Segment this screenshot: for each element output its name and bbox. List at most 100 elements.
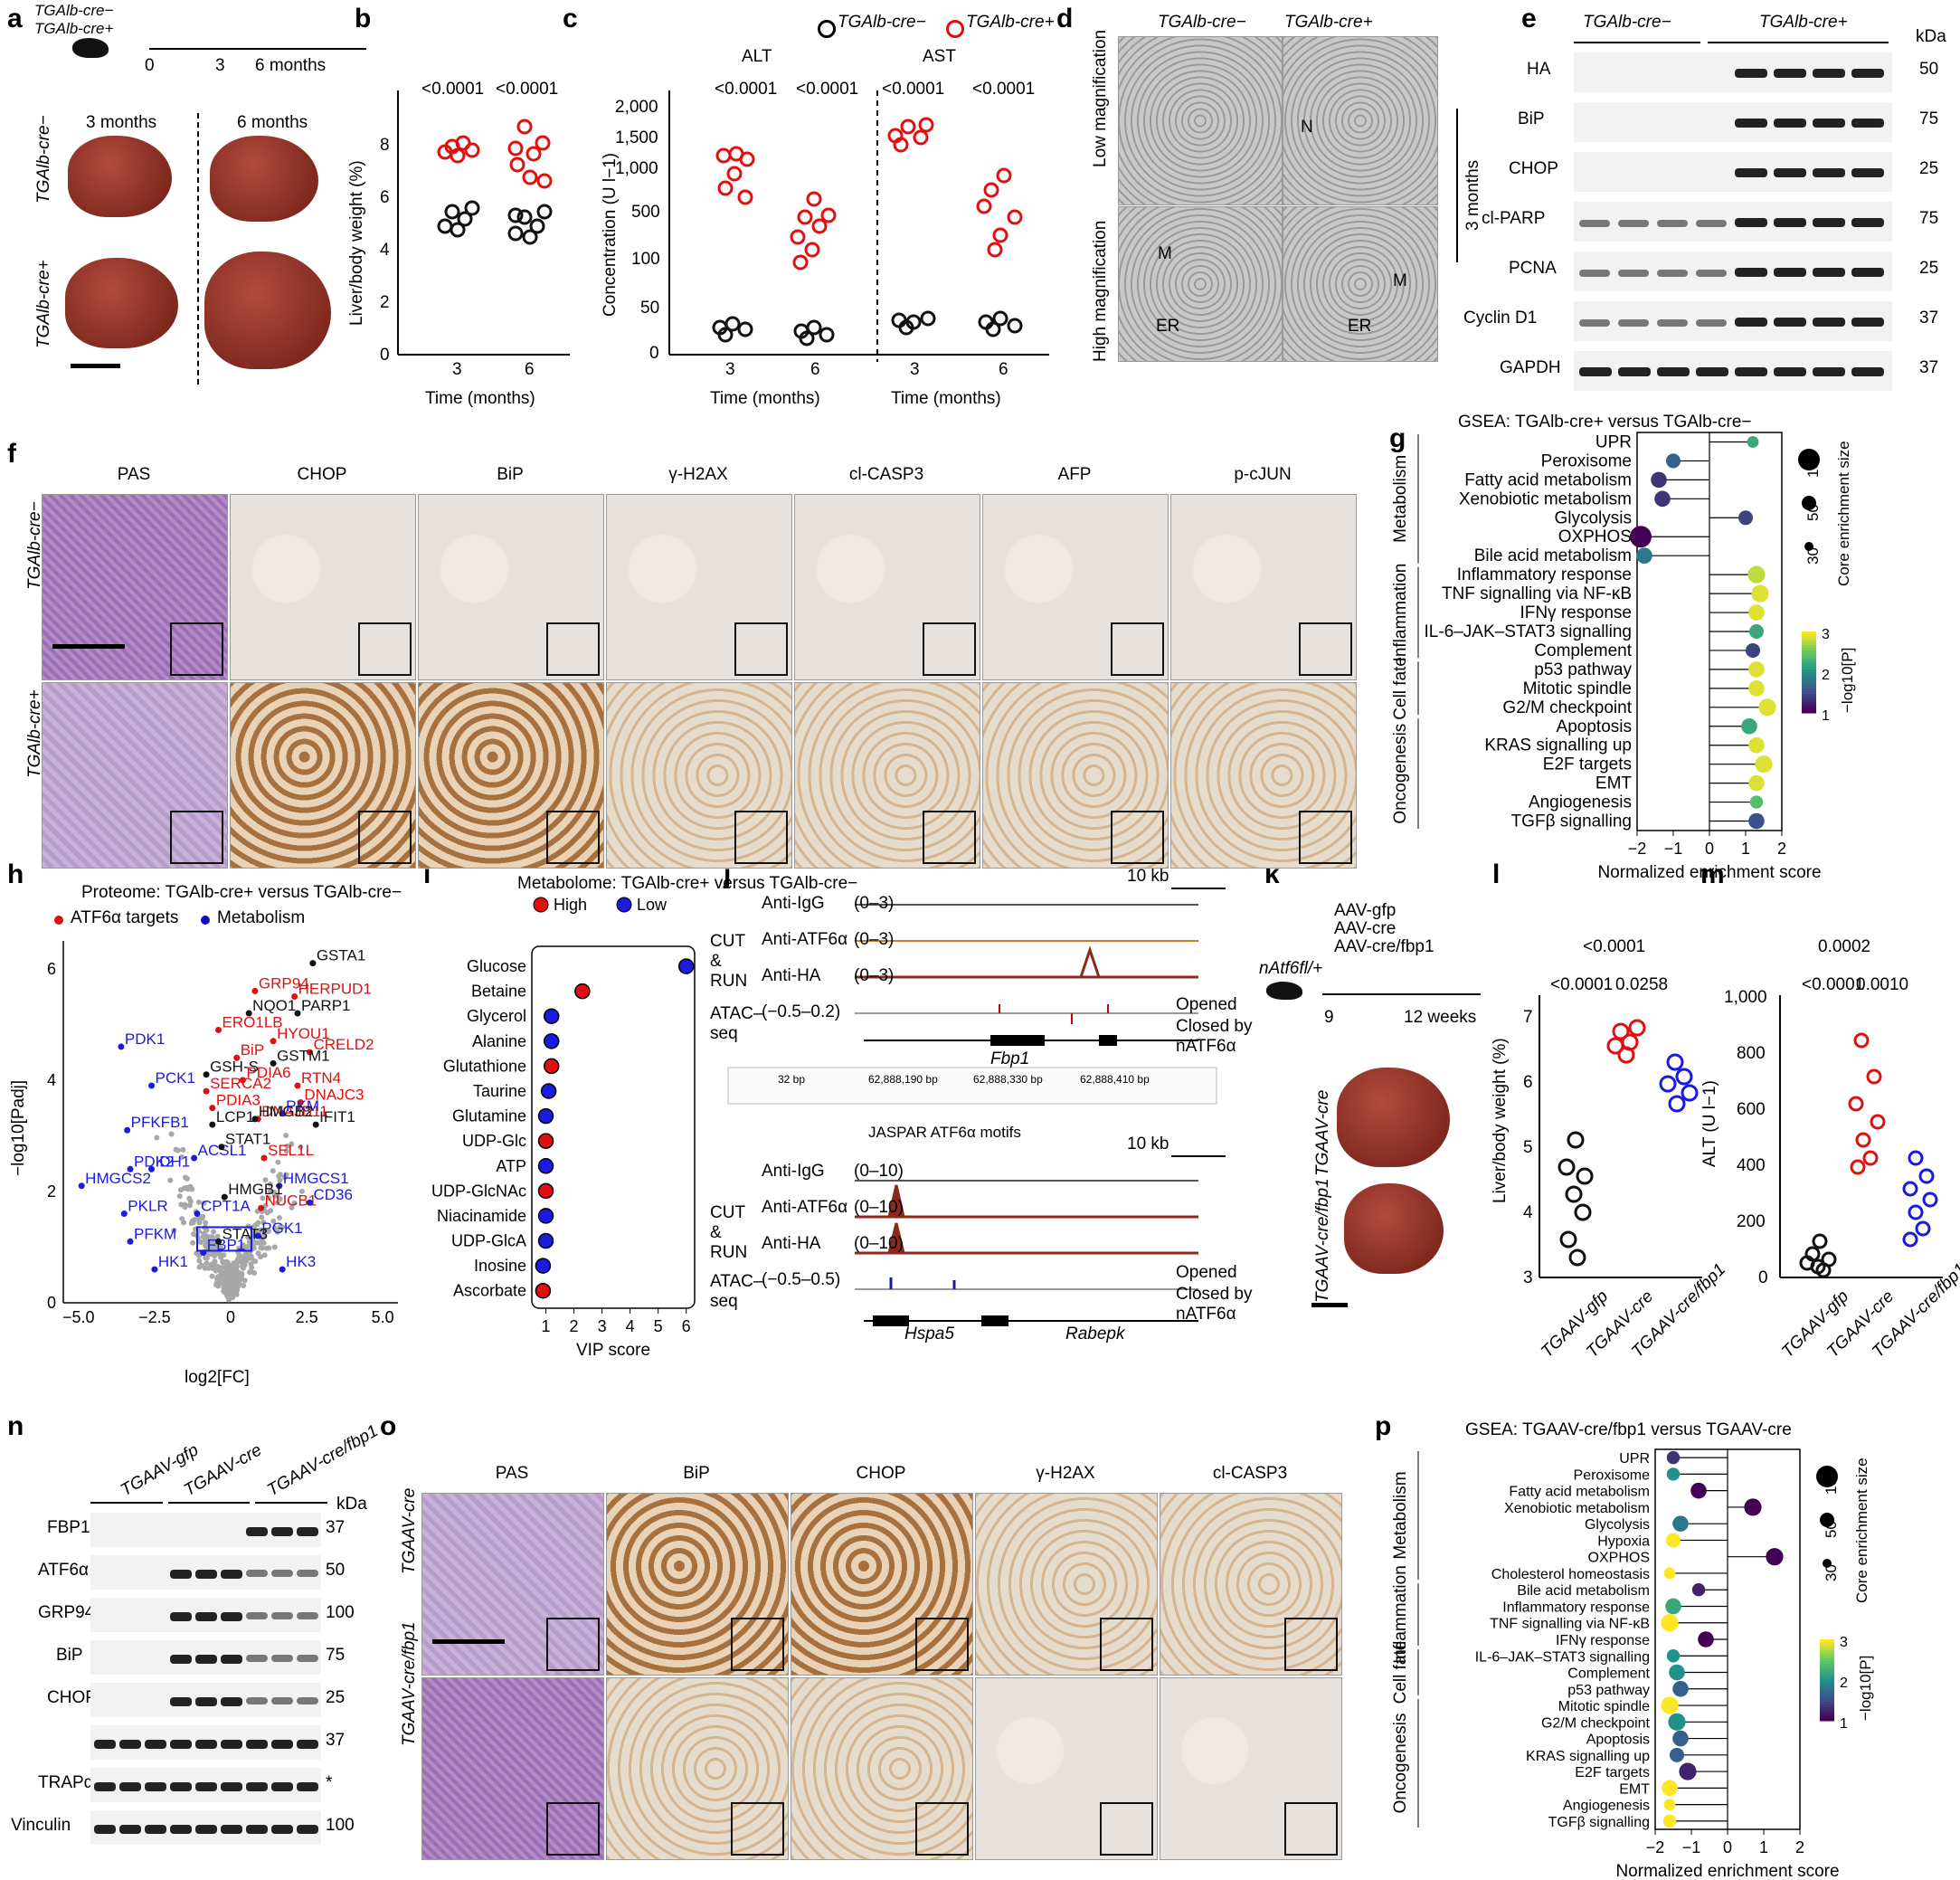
- protein-label: GSH-S: [210, 1059, 259, 1076]
- highlight-point: [127, 1238, 134, 1245]
- term-label: Glycolysis: [1554, 508, 1632, 527]
- blot-row-label: BiP: [56, 1646, 83, 1665]
- timeline-tick: 0: [145, 56, 155, 75]
- blot-band: [1851, 119, 1884, 128]
- protein-point: [219, 1265, 225, 1271]
- motif-label: JASPAR ATF6α motifs: [868, 1124, 1021, 1141]
- inset-box: [923, 811, 976, 864]
- size-legend-title: Core enrichment size: [1853, 1457, 1870, 1603]
- protein-point: [251, 1245, 257, 1251]
- blot-band: [1774, 168, 1806, 177]
- stain-header: cl-CASP3: [848, 465, 924, 484]
- inset-box: [358, 622, 412, 676]
- kda-unit: kDa: [1916, 27, 1946, 46]
- vector-label: AAV-cre/fbp1: [1334, 937, 1434, 956]
- highlight-point: [215, 1026, 223, 1033]
- protein-label: SEL1L: [268, 1142, 314, 1159]
- blot-band: [297, 1655, 318, 1662]
- fbp1-box: [196, 1226, 252, 1252]
- highlight-point: [209, 1105, 216, 1112]
- metabolite-label: Taurine: [473, 1082, 526, 1100]
- size-legend-dot: [1820, 1513, 1834, 1527]
- metabolite-label: Glucose: [467, 957, 526, 975]
- x-tick-label: 0: [226, 1308, 235, 1326]
- blot-band: [1696, 270, 1727, 277]
- blot-row-label: BiP: [1518, 109, 1545, 128]
- lollipop-dot: [1755, 755, 1773, 774]
- lollipop-dot: [1666, 1649, 1681, 1663]
- colorbar-tick: 1: [1822, 708, 1830, 724]
- inset-box: [170, 811, 223, 864]
- protein-point: [298, 1144, 304, 1151]
- blot-kda: 75: [1919, 209, 1939, 228]
- protein-point: [256, 1228, 262, 1234]
- blot-band: [1696, 220, 1727, 227]
- protein-label: DNAJC3: [304, 1086, 364, 1103]
- panel-label-j: j: [724, 859, 732, 889]
- blot-band: [1774, 69, 1806, 78]
- colorbar-segment: [1820, 1675, 1834, 1678]
- blot-band: [1813, 218, 1845, 227]
- organelle-label: N: [1301, 118, 1313, 137]
- colorbar-segment: [1820, 1691, 1834, 1695]
- scale-bar: [71, 364, 120, 368]
- highlight-point: [120, 1211, 128, 1218]
- timepoint-label: 3 months: [86, 113, 157, 132]
- colorbar-segment: [1802, 688, 1816, 692]
- liver-image: [1344, 1183, 1444, 1274]
- highlight-point: [276, 1182, 283, 1190]
- colorbar-tick: 3: [1822, 627, 1830, 642]
- size-legend-dot: [1823, 1559, 1832, 1568]
- protein-point: [203, 1242, 209, 1249]
- inset-box: [1284, 1802, 1338, 1856]
- x-tick-label: 5.0: [372, 1308, 394, 1326]
- ihc-image: [975, 1677, 1158, 1860]
- ihc-image: [42, 494, 228, 680]
- term-label: KRAS signalling up: [1484, 736, 1632, 755]
- colorbar-segment: [1802, 664, 1816, 668]
- stain-header: CHOP: [297, 465, 347, 484]
- x-tick-label: 2.5: [296, 1308, 318, 1326]
- protein-point: [271, 1225, 278, 1231]
- ihc-image: [1160, 1493, 1342, 1676]
- blot-band: [221, 1655, 242, 1664]
- blot-band: [1735, 367, 1767, 376]
- highlight-point: [215, 1238, 223, 1245]
- category-label: Cell fate: [1391, 1641, 1410, 1704]
- highlight-point: [218, 1144, 225, 1151]
- protein-point: [186, 1202, 193, 1209]
- timeline-tick: 3: [215, 56, 225, 75]
- ihc-image: [418, 682, 604, 869]
- ihc-image: [421, 1493, 604, 1676]
- row-label: TGAlb-cre+: [34, 260, 53, 348]
- stain-header: BiP: [497, 465, 524, 484]
- term-label: Apoptosis: [1557, 717, 1632, 736]
- em-image: [1118, 206, 1283, 362]
- blot-band: [1851, 268, 1884, 277]
- blot-band: [1735, 268, 1767, 277]
- protein-point: [268, 1208, 274, 1214]
- y-tick: 1,500: [615, 128, 658, 147]
- blot-kda: 50: [1919, 60, 1939, 79]
- blot-band: [297, 1570, 318, 1577]
- protein-point: [178, 1154, 185, 1161]
- lollipop-dot: [1746, 642, 1760, 658]
- y-axis-label: Liver/body weight (%): [1491, 1038, 1510, 1203]
- blot-band: [1774, 318, 1806, 327]
- protein-point: [180, 1146, 186, 1153]
- liver-image: [68, 136, 172, 217]
- blot-band: [170, 1612, 192, 1621]
- blot-band: [1735, 69, 1767, 78]
- colorbar-segment: [1820, 1685, 1834, 1689]
- x-tick-label: 2: [1777, 840, 1786, 858]
- track-range: (0–3): [854, 930, 895, 949]
- x-tick-label: 1: [1741, 840, 1750, 858]
- chart-title: GSEA: TGAAV-cre/fbp1 versus TGAAV-cre: [1465, 1420, 1792, 1439]
- lane-bar: [1574, 42, 1700, 43]
- highlight-point: [78, 1182, 85, 1190]
- pvalue: <0.0001: [1550, 975, 1614, 994]
- column-label: TGAlb-cre−: [1158, 13, 1246, 32]
- bp-label: 62,888,410 bp: [1080, 1073, 1150, 1086]
- colorbar-segment: [1802, 656, 1816, 660]
- track-range: (0–10): [854, 1234, 904, 1253]
